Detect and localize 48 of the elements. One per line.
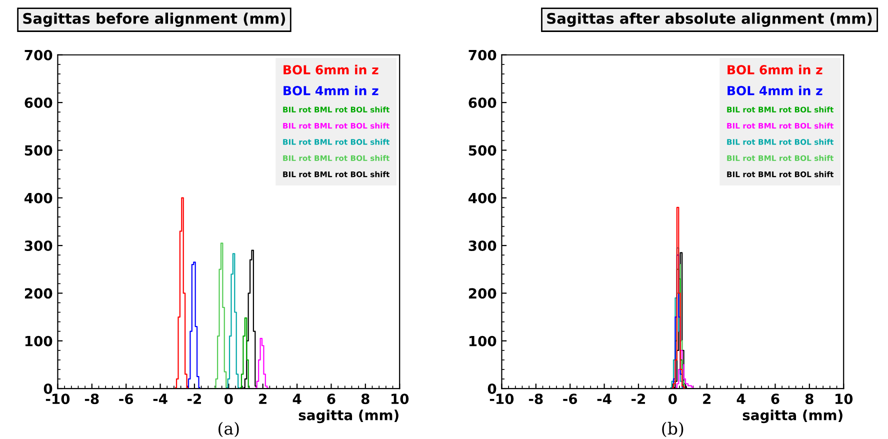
x-tick-label: 6 <box>327 394 336 404</box>
x-tick-label: 0 <box>224 394 233 404</box>
x-tick-label: -6 <box>119 394 134 404</box>
x-tick-label: 2 <box>703 394 710 404</box>
x-tick-label: -8 <box>528 394 543 404</box>
y-tick-label: 700 <box>24 50 52 60</box>
chart-title: Sagittas after absolute alignment (mm) <box>547 12 872 27</box>
x-tick-label: 4 <box>292 394 302 404</box>
x-tick-label: 8 <box>361 394 370 404</box>
y-tick-label: 400 <box>24 192 52 204</box>
x-tick-label: -10 <box>490 394 514 404</box>
x-tick-label: -4 <box>153 394 168 404</box>
y-tick-label: 0 <box>488 383 496 394</box>
y-tick-label: 700 <box>468 50 496 60</box>
y-tick-label: 100 <box>25 336 52 346</box>
x-tick-label: 4 <box>736 394 746 404</box>
text: BOL 4mm in z <box>728 86 822 96</box>
y-tick-label: 200 <box>24 288 52 299</box>
x-tick-label: -4 <box>597 394 612 404</box>
x-tick-label: -8 <box>84 394 99 404</box>
y-tick-label: 200 <box>468 288 496 299</box>
text: BOL 6mm in z <box>728 64 822 74</box>
x-tick-label: 10 <box>836 394 853 404</box>
y-tick-label: 500 <box>24 145 52 156</box>
y-tick-label: 600 <box>24 98 52 108</box>
x-tick-label: 6 <box>771 394 780 404</box>
x-tick-label: 10 <box>392 394 409 404</box>
y-tick-label: 0 <box>44 383 52 394</box>
x-tick-label: -10 <box>46 394 70 404</box>
x-tick-label: -2 <box>188 394 201 404</box>
text: BOL 4mm in z <box>284 86 378 96</box>
y-tick-label: 400 <box>468 192 496 204</box>
chart-title: Sagittas before alignment (mm) <box>23 12 286 27</box>
y-tick-label: 500 <box>468 145 496 156</box>
x-axis-title: sagitta (mm) <box>298 410 398 424</box>
x-tick-label: -2 <box>632 394 645 404</box>
text: (b) <box>662 422 684 438</box>
y-tick-label: 100 <box>469 336 496 346</box>
text: (a) <box>218 422 239 438</box>
x-tick-label: 8 <box>805 394 814 404</box>
text: BOL 6mm in z <box>284 64 378 74</box>
x-tick-label: 2 <box>259 394 266 404</box>
x-tick-label: 0 <box>668 394 677 404</box>
x-axis-title: sagitta (mm) <box>742 410 842 424</box>
y-tick-label: 600 <box>468 98 496 108</box>
x-tick-label: -6 <box>563 394 578 404</box>
y-tick-label: 300 <box>24 240 52 251</box>
y-tick-label: 300 <box>468 240 496 251</box>
